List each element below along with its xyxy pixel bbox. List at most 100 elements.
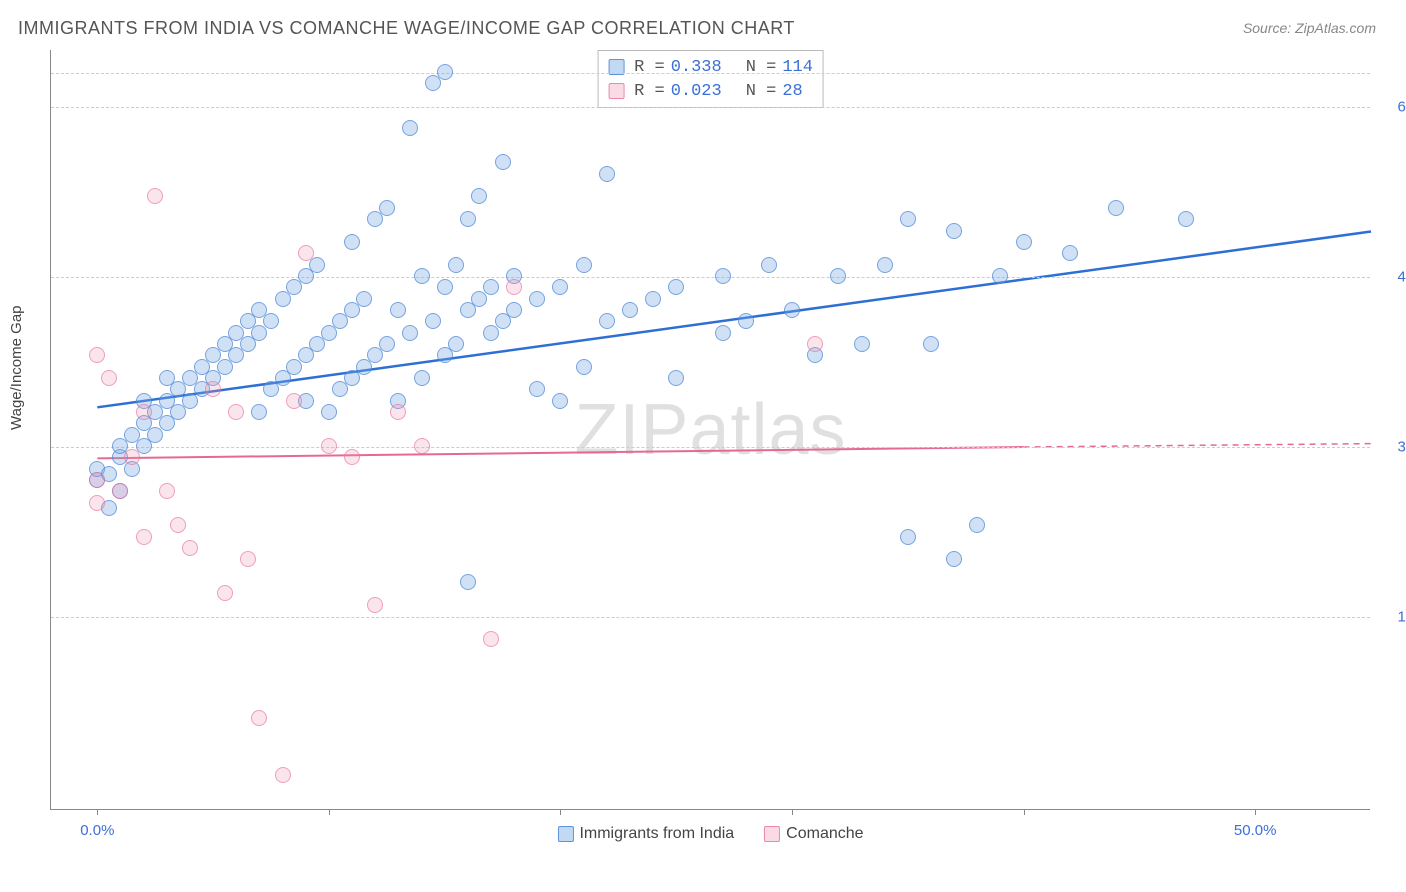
- swatch-pink: [764, 826, 780, 842]
- data-point: [356, 291, 372, 307]
- data-point: [668, 279, 684, 295]
- series-legend: Immigrants from India Comanche: [557, 825, 863, 843]
- data-point: [1108, 200, 1124, 216]
- data-point: [448, 257, 464, 273]
- data-point: [715, 268, 731, 284]
- data-point: [483, 279, 499, 295]
- swatch-pink: [608, 83, 624, 99]
- data-point: [390, 302, 406, 318]
- source-label: Source: ZipAtlas.com: [1243, 20, 1376, 36]
- legend-label: Immigrants from India: [579, 825, 734, 843]
- data-point: [437, 279, 453, 295]
- x-tick: [560, 809, 561, 815]
- data-point: [298, 245, 314, 261]
- data-point: [900, 529, 916, 545]
- y-tick-label: 60.0%: [1397, 98, 1406, 115]
- data-point: [240, 551, 256, 567]
- data-point: [263, 313, 279, 329]
- data-point: [170, 517, 186, 533]
- data-point: [471, 188, 487, 204]
- data-point: [738, 313, 754, 329]
- data-point: [552, 279, 568, 295]
- data-point: [379, 200, 395, 216]
- data-point: [286, 393, 302, 409]
- gridline-h: [51, 73, 1370, 74]
- data-point: [854, 336, 870, 352]
- data-point: [599, 166, 615, 182]
- legend-item-blue: Immigrants from India: [557, 825, 734, 843]
- data-point: [275, 767, 291, 783]
- r-value-pink: 0.023: [671, 82, 722, 101]
- data-point: [946, 223, 962, 239]
- data-point: [205, 381, 221, 397]
- data-point: [136, 529, 152, 545]
- data-point: [946, 551, 962, 567]
- data-point: [761, 257, 777, 273]
- data-point: [136, 404, 152, 420]
- data-point: [576, 257, 592, 273]
- data-point: [622, 302, 638, 318]
- data-point: [321, 438, 337, 454]
- data-point: [576, 359, 592, 375]
- data-point: [784, 302, 800, 318]
- x-tick: [1255, 809, 1256, 815]
- data-point: [830, 268, 846, 284]
- data-point: [992, 268, 1008, 284]
- data-point: [552, 393, 568, 409]
- data-point: [309, 257, 325, 273]
- legend-label: Comanche: [786, 825, 863, 843]
- data-point: [506, 302, 522, 318]
- trend-lines: [51, 50, 1370, 809]
- data-point: [529, 381, 545, 397]
- y-tick-label: 45.0%: [1397, 268, 1406, 285]
- data-point: [402, 120, 418, 136]
- data-point: [182, 540, 198, 556]
- gridline-h: [51, 447, 1370, 448]
- data-point: [1016, 234, 1032, 250]
- data-point: [807, 336, 823, 352]
- data-point: [321, 404, 337, 420]
- data-point: [529, 291, 545, 307]
- watermark: ZIPatlas: [574, 389, 846, 471]
- data-point: [414, 370, 430, 386]
- data-point: [506, 279, 522, 295]
- data-point: [112, 483, 128, 499]
- correlation-legend: R = 0.338 N = 114 R = 0.023 N = 28: [597, 50, 824, 108]
- data-point: [251, 710, 267, 726]
- data-point: [460, 574, 476, 590]
- data-point: [402, 325, 418, 341]
- x-tick-label: 50.0%: [1234, 822, 1277, 839]
- legend-row-pink: R = 0.023 N = 28: [598, 79, 823, 103]
- data-point: [877, 257, 893, 273]
- n-label: N =: [746, 82, 777, 101]
- y-tick-label: 15.0%: [1397, 609, 1406, 626]
- chart-title: IMMIGRANTS FROM INDIA VS COMANCHE WAGE/I…: [18, 18, 795, 39]
- y-axis-label: Wage/Income Gap: [8, 305, 25, 430]
- data-point: [344, 449, 360, 465]
- data-point: [1062, 245, 1078, 261]
- x-tick: [792, 809, 793, 815]
- data-point: [159, 483, 175, 499]
- data-point: [483, 631, 499, 647]
- gridline-h: [51, 617, 1370, 618]
- data-point: [367, 597, 383, 613]
- data-point: [900, 211, 916, 227]
- data-point: [251, 404, 267, 420]
- r-label: R =: [634, 82, 665, 101]
- data-point: [715, 325, 731, 341]
- data-point: [124, 449, 140, 465]
- x-tick: [1024, 809, 1025, 815]
- data-point: [344, 234, 360, 250]
- n-value-pink: 28: [782, 82, 802, 101]
- data-point: [437, 64, 453, 80]
- data-point: [1178, 211, 1194, 227]
- data-point: [448, 336, 464, 352]
- data-point: [668, 370, 684, 386]
- data-point: [495, 154, 511, 170]
- trend-line: [97, 447, 1023, 458]
- legend-item-pink: Comanche: [764, 825, 863, 843]
- data-point: [599, 313, 615, 329]
- data-point: [414, 438, 430, 454]
- data-point: [217, 585, 233, 601]
- data-point: [645, 291, 661, 307]
